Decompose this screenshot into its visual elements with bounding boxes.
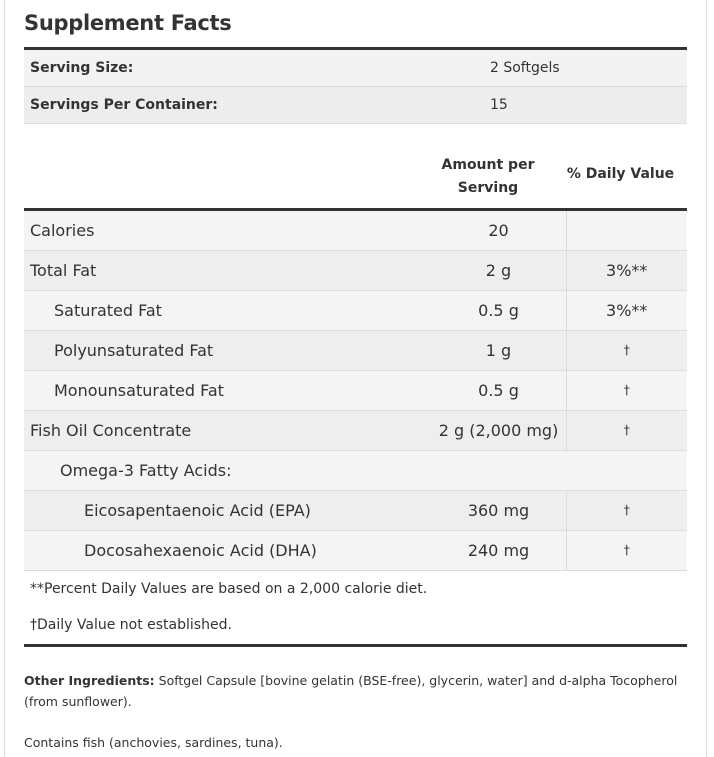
serving-label: Servings Per Container: (24, 86, 484, 124)
divider (24, 644, 687, 647)
panel-frame (4, 0, 707, 757)
nutrient-dv: † (566, 410, 687, 451)
nutrient-amount: 2 g (2,000 mg) (431, 410, 567, 451)
other-ingredients: Other Ingredients: Softgel Capsule [bovi… (24, 670, 687, 712)
daily-value-header: % Daily Value (566, 166, 675, 182)
nutrient-dv: † (566, 370, 687, 411)
serving-table: Serving Size: 2 Softgels Servings Per Con… (24, 50, 687, 124)
nutrient-dv: † (566, 490, 687, 531)
table-row: Omega-3 Fatty Acids: (24, 450, 687, 491)
nutrient-table: Calories 20 Total Fat 2 g 3%** Saturated Fa… (24, 211, 687, 571)
divider (24, 208, 687, 211)
serving-value: 2 Softgels (484, 50, 687, 87)
nutrient-name: Monounsaturated Fat (24, 370, 432, 411)
nutrient-name: Fish Oil Concentrate (24, 410, 432, 451)
table-row: Calories 20 (24, 211, 687, 251)
nutrient-dv (566, 211, 687, 251)
serving-label: Serving Size: (24, 50, 484, 87)
table-row: Docosahexaenoic Acid (DHA) 240 mg † (24, 530, 687, 571)
nutrient-name: Calories (24, 211, 432, 251)
nutrient-amount: 0.5 g (431, 370, 567, 411)
nutrient-dv: 3%** (566, 290, 687, 331)
other-ingredients-label: Other Ingredients: (24, 673, 155, 688)
nutrient-name: Docosahexaenoic Acid (DHA) (24, 530, 432, 571)
nutrient-name: Polyunsaturated Fat (24, 330, 432, 371)
column-header: Amount per Serving % Daily Value (24, 124, 687, 208)
amount-header: Amount per Serving (441, 157, 535, 196)
table-row: Monounsaturated Fat 0.5 g † (24, 370, 687, 411)
nutrient-amount: 2 g (431, 250, 567, 291)
servings-per-container-row: Servings Per Container: 15 (24, 86, 687, 124)
nutrient-amount: 360 mg (431, 490, 567, 531)
allergen-statement: Contains fish (anchovies, sardines, tuna… (24, 735, 283, 750)
nutrient-dv: 3%** (566, 250, 687, 291)
other-ingredients-text: Softgel Capsule [bovine gelatin (BSE-fre… (24, 673, 678, 709)
footnote-daily-values: **Percent Daily Values are based on a 2,… (30, 581, 428, 597)
table-row: Total Fat 2 g 3%** (24, 250, 687, 291)
nutrient-amount: 0.5 g (431, 290, 567, 331)
page-title: Supplement Facts (24, 11, 232, 35)
nutrient-dv: † (566, 330, 687, 371)
nutrient-amount: 240 mg (431, 530, 567, 571)
nutrient-amount: 20 (431, 211, 567, 251)
nutrient-group-name: Omega-3 Fatty Acids: (24, 450, 687, 491)
nutrient-amount: 1 g (431, 330, 567, 371)
table-row: Fish Oil Concentrate 2 g (2,000 mg) † (24, 410, 687, 451)
nutrient-name: Total Fat (24, 250, 432, 291)
divider (24, 47, 687, 50)
nutrient-name: Saturated Fat (24, 290, 432, 331)
serving-value: 15 (484, 86, 687, 124)
serving-size-row: Serving Size: 2 Softgels (24, 50, 687, 87)
nutrient-dv: † (566, 530, 687, 571)
footnote-not-established: †Daily Value not established. (30, 617, 232, 633)
table-row: Polyunsaturated Fat 1 g † (24, 330, 687, 371)
table-row: Eicosapentaenoic Acid (EPA) 360 mg † (24, 490, 687, 531)
nutrient-name: Eicosapentaenoic Acid (EPA) (24, 490, 432, 531)
table-row: Saturated Fat 0.5 g 3%** (24, 290, 687, 331)
